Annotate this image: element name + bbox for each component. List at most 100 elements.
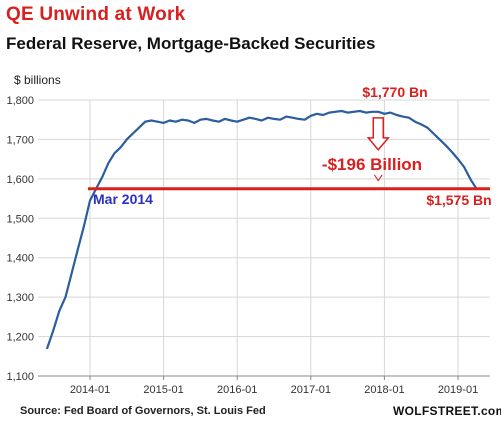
data-point — [377, 110, 380, 113]
data-point — [224, 118, 226, 120]
data-point — [144, 120, 147, 123]
data-point — [266, 116, 269, 119]
y-tick-label: 1,300 — [6, 292, 34, 304]
data-point — [383, 112, 386, 115]
data-point — [70, 272, 73, 275]
data-point — [297, 118, 300, 120]
data-point — [450, 151, 453, 153]
data-point — [371, 110, 374, 113]
data-point — [273, 118, 275, 120]
small-arrow-icon — [373, 174, 383, 182]
peak-value-label: $1,770 Bn — [362, 84, 427, 100]
x-tick-label: 2016-01 — [217, 384, 257, 396]
data-point — [260, 119, 263, 122]
y-axis: 1,100 1,200 1,300 1,400 1,500 1,600 1,700 1,800 — [6, 95, 34, 383]
data-point — [334, 110, 337, 113]
x-tick-label: 2018-01 — [364, 384, 404, 396]
data-point — [125, 138, 128, 141]
data-point — [138, 126, 140, 129]
end-value-label: $1,575 Bn — [426, 192, 491, 208]
data-point — [187, 119, 190, 122]
x-axis: 2014-01 2015-01 2016-01 2017-01 2018-01 2019-… — [38, 375, 490, 396]
data-point — [432, 132, 435, 135]
data-point — [309, 114, 312, 117]
data-point — [174, 120, 177, 123]
data-point — [193, 121, 196, 124]
data-point — [162, 121, 165, 124]
series-layer — [46, 109, 478, 350]
source-note: Source: Fed Board of Governors, St. Loui… — [20, 405, 266, 417]
data-point — [340, 110, 343, 112]
data-point — [401, 115, 404, 118]
y-tick-label: 1,400 — [6, 253, 34, 265]
data-point — [199, 118, 202, 121]
data-point — [420, 123, 423, 126]
decline-label: -$196 Billion — [322, 155, 422, 174]
data-point — [64, 296, 67, 299]
data-point — [346, 111, 349, 114]
data-point — [426, 126, 429, 129]
data-point — [444, 144, 447, 147]
chart-subtitle: Federal Reserve, Mortgage-Backed Securit… — [6, 34, 376, 53]
data-point — [236, 120, 239, 123]
gridlines — [38, 99, 490, 377]
x-tick-label: 2014-01 — [70, 384, 110, 396]
annotations-layer: $1,770 Bn -$196 Billion $1,575 Bn Mar 2014 — [88, 84, 492, 208]
data-point — [352, 110, 355, 113]
data-point — [46, 347, 48, 350]
data-point — [242, 118, 245, 121]
data-point — [58, 310, 61, 312]
data-point — [150, 119, 153, 122]
data-point — [328, 111, 331, 114]
y-tick-label: 1,700 — [6, 134, 34, 146]
data-point — [316, 112, 318, 115]
data-point — [107, 162, 110, 164]
y-tick-label: 1,800 — [6, 95, 34, 107]
data-point — [248, 116, 251, 119]
data-point — [389, 111, 392, 114]
data-point — [101, 175, 104, 178]
data-point — [469, 177, 472, 180]
data-point — [211, 119, 214, 122]
x-tick-label: 2015-01 — [143, 384, 183, 396]
data-point — [89, 199, 91, 202]
data-point — [230, 119, 232, 122]
x-tick-label: 2019-01 — [438, 384, 478, 396]
data-point — [291, 116, 294, 119]
data-point — [408, 116, 410, 119]
data-point — [438, 138, 441, 141]
y-tick-label: 1,500 — [6, 213, 34, 225]
data-point — [205, 118, 208, 120]
data-point — [168, 119, 171, 122]
brand-logo-text: WOLFSTREET.com — [393, 404, 501, 418]
x-tick-label: 2017-01 — [291, 384, 331, 396]
data-point — [414, 120, 416, 123]
start-date-label: Mar 2014 — [93, 191, 153, 207]
data-point — [254, 118, 257, 120]
series-line — [46, 109, 478, 349]
y-tick-label: 1,600 — [6, 174, 34, 186]
data-point — [303, 118, 306, 121]
data-point — [358, 110, 361, 112]
data-point — [395, 114, 398, 116]
data-point — [279, 118, 282, 121]
data-point — [82, 225, 85, 228]
y-tick-label: 1,200 — [6, 332, 34, 344]
data-point — [132, 132, 134, 135]
y-tick-label: 1,100 — [6, 371, 34, 383]
drop-arrow-icon — [366, 117, 390, 152]
data-point — [181, 118, 183, 121]
data-point — [119, 146, 122, 149]
data-point — [285, 115, 288, 118]
y-axis-label: $ billions — [14, 73, 61, 87]
data-point — [76, 248, 79, 251]
data-point — [156, 120, 159, 123]
chart-title: QE Unwind at Work — [6, 4, 186, 25]
data-point — [365, 111, 367, 114]
data-point — [322, 114, 324, 116]
data-point — [463, 166, 466, 168]
data-point — [113, 152, 116, 155]
data-point — [52, 329, 55, 332]
data-point — [217, 120, 220, 123]
